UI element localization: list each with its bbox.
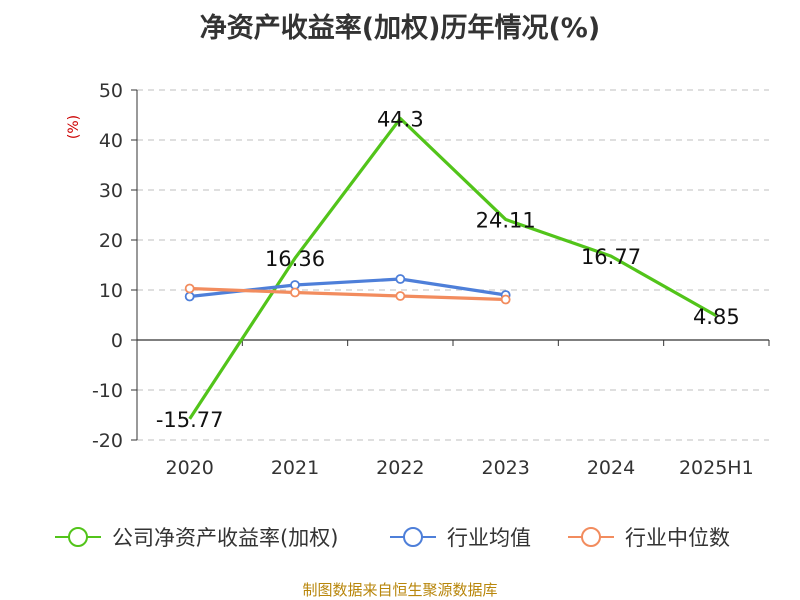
series-lines [184, 116, 718, 420]
data-label: 24.11 [476, 208, 536, 232]
chart-title: 净资产收益率(加权)历年情况(%) [199, 13, 601, 44]
data-point [500, 294, 511, 305]
y-tick-label: -20 [92, 430, 123, 452]
data-point [395, 274, 406, 284]
x-tick-label: 2023 [481, 457, 529, 479]
data-point [184, 283, 195, 294]
data-point [290, 287, 300, 298]
legend-label: 行业均值 [447, 526, 531, 550]
x-tick-label: 2024 [587, 457, 635, 479]
data-label: 16.36 [265, 247, 325, 271]
y-tick-label: 30 [99, 180, 123, 202]
legend-label: 行业中位数 [625, 526, 730, 550]
x-tick-label: 2022 [376, 457, 424, 479]
y-tick-label: -10 [92, 380, 123, 402]
legend-marker [68, 527, 88, 547]
data-label: 4.85 [693, 305, 740, 329]
source-note: 制图数据来自恒生聚源数据库 [302, 581, 498, 599]
y-tick-label: 0 [111, 330, 123, 352]
y-tick-label: 40 [99, 130, 123, 152]
axes: -20 -10 0 10 20 30 40 50 2020 2021 2022 2023 2024 202… [66, 80, 770, 479]
data-label: -15.77 [156, 408, 224, 432]
y-axis-label: (%) [66, 115, 82, 139]
y-tick-label: 10 [99, 280, 123, 302]
x-tick-label: 2025H1 [679, 457, 754, 479]
y-tick-label: 20 [99, 230, 123, 252]
data-labels: -15.77 16.36 44.3 24.11 16.77 4.85 [156, 108, 740, 432]
x-tick-label: 2021 [271, 457, 319, 479]
data-point [184, 291, 195, 302]
series-line [189, 286, 506, 302]
legend-marker [403, 527, 423, 547]
data-label: 44.3 [377, 108, 424, 132]
x-tick-label: 2020 [165, 457, 213, 479]
legend-marker [581, 527, 601, 547]
gridlines [137, 89, 769, 441]
series-line [188, 116, 718, 420]
legend: 公司净资产收益率(加权) 行业均值 行业中位数 [55, 526, 730, 550]
data-point [395, 291, 406, 301]
data-label: 16.77 [581, 245, 641, 269]
y-tick-label: 50 [99, 80, 123, 102]
legend-label: 公司净资产收益率(加权) [112, 526, 338, 550]
